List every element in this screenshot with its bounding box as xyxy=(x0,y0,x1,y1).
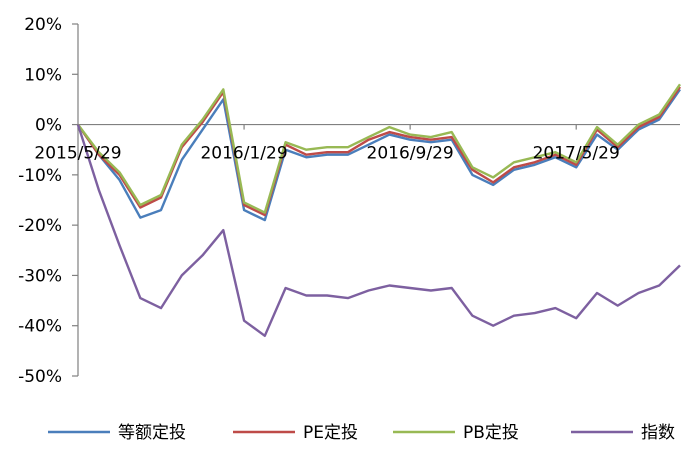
y-axis-ticks: 20% 10% 0% -10% -20% -30% -40% -50% xyxy=(18,15,79,387)
x-tick-label: 2016/9/29 xyxy=(367,144,454,164)
legend-label: 等额定投 xyxy=(118,423,186,443)
legend-label: PE定投 xyxy=(303,423,358,443)
series-line xyxy=(77,83,681,214)
y-tick-label: 20% xyxy=(24,15,62,35)
legend: 等额定投 PE定投 PB定投 指数 xyxy=(48,423,675,443)
y-tick-label: 0% xyxy=(35,116,62,136)
series-line xyxy=(76,124,681,337)
x-tick-label: 2015/5/29 xyxy=(34,144,121,164)
y-tick-label: -10% xyxy=(18,166,62,186)
x-axis-labels: 2015/5/29 2016/1/29 2016/9/29 2017/5/29 xyxy=(34,144,619,164)
y-tick-label: -50% xyxy=(18,367,62,387)
y-tick-label: -20% xyxy=(18,216,62,236)
y-tick-label: -30% xyxy=(18,266,62,286)
y-tick-label: 10% xyxy=(24,65,62,85)
series-lines xyxy=(76,83,681,337)
legend-label: PB定投 xyxy=(463,423,519,443)
legend-label: 指数 xyxy=(641,423,675,443)
y-tick-label: -40% xyxy=(18,317,62,337)
x-axis xyxy=(77,123,680,130)
series-line xyxy=(77,88,681,222)
x-tick-label: 2016/1/29 xyxy=(200,144,287,164)
x-tick-label: 2017/5/29 xyxy=(533,144,620,164)
